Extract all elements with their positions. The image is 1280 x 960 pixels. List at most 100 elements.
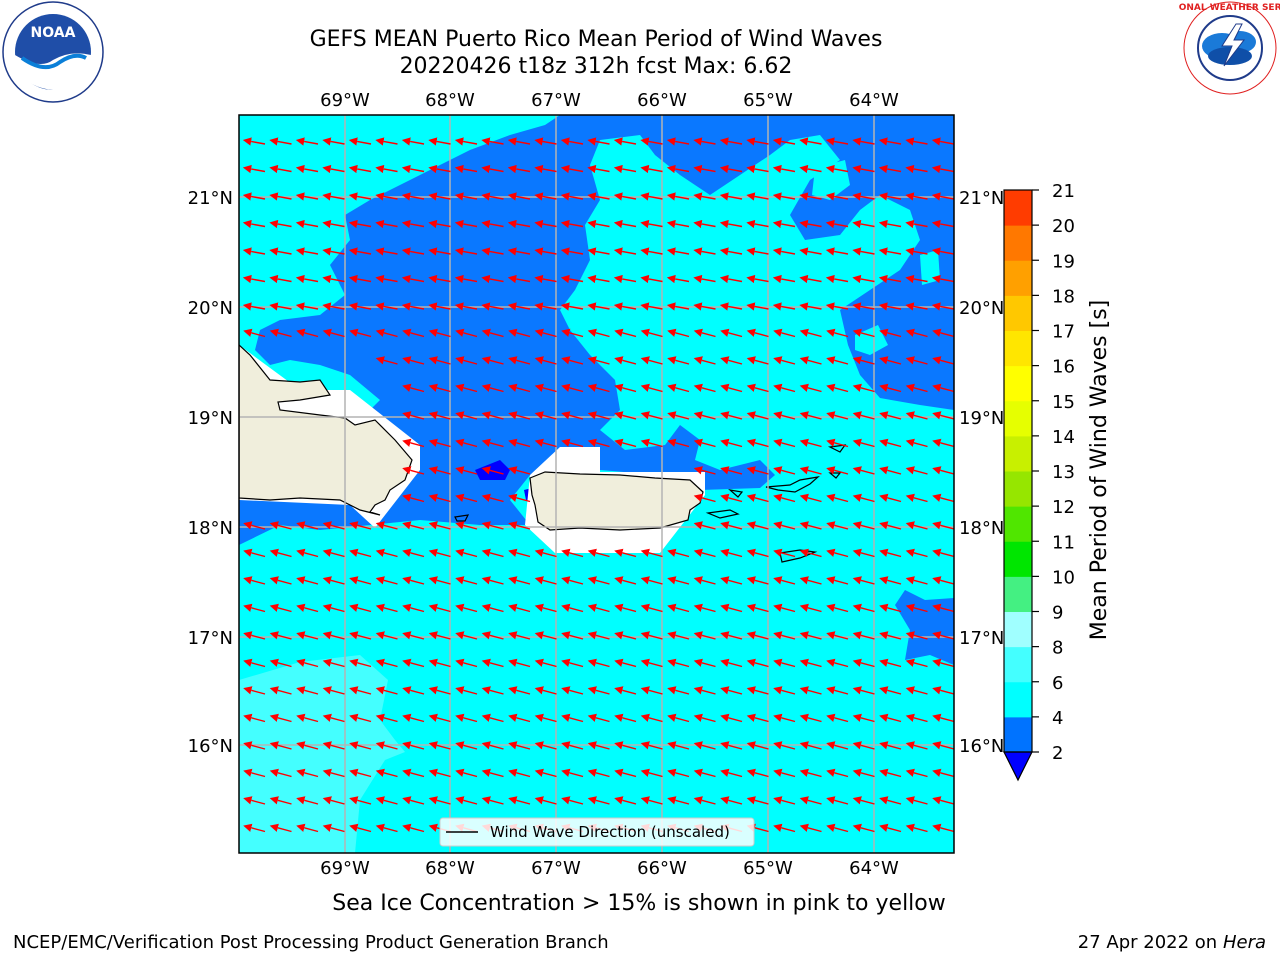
wave-direction-arrow — [693, 192, 716, 201]
wave-direction-arrow — [375, 137, 398, 146]
cyan-patch — [920, 250, 940, 285]
colorbar-segment — [1004, 541, 1032, 577]
wave-direction-arrow — [799, 823, 822, 833]
island-outline — [765, 476, 820, 493]
colorbar-tick-label: 18 — [1052, 286, 1075, 307]
wave-direction-arrow — [746, 164, 769, 174]
wave-direction-arrow — [719, 192, 743, 201]
wave-direction-arrow — [878, 192, 902, 201]
wave-direction-arrow — [799, 686, 822, 695]
wave-direction-arrow — [428, 411, 451, 420]
wave-direction-arrow — [561, 548, 584, 558]
wave-direction-arrow — [348, 302, 372, 311]
footer-date-text: 27 Apr 2022 on — [1077, 932, 1218, 953]
wave-direction-arrow — [852, 328, 875, 338]
wave-direction-arrow — [322, 219, 345, 229]
wave-direction-arrow — [905, 466, 928, 475]
wave-direction-arrow — [640, 411, 663, 420]
wave-direction-arrow — [428, 548, 451, 558]
wave-direction-arrow — [454, 164, 478, 174]
wave-direction-arrow — [295, 219, 319, 229]
wave-direction-arrow — [693, 219, 716, 229]
wave-direction-arrow — [852, 713, 875, 723]
wave-direction-arrow — [428, 247, 451, 256]
wave-direction-arrow — [455, 411, 478, 420]
wave-direction-arrow — [561, 741, 584, 750]
wave-direction-arrow — [534, 576, 557, 585]
wave-direction-arrow — [375, 741, 398, 750]
lon-label-top: 68°W — [425, 90, 475, 111]
wave-direction-arrow — [905, 713, 928, 723]
wave-direction-arrow — [587, 631, 610, 640]
wave-direction-arrow — [269, 164, 292, 174]
wave-direction-arrow — [773, 631, 796, 640]
wave-direction-arrow — [746, 411, 769, 420]
wave-direction-arrow — [508, 521, 531, 530]
wave-direction-arrow — [560, 192, 584, 201]
wave-direction-arrow — [666, 274, 690, 284]
wave-direction-arrow — [746, 768, 769, 778]
wave-direction-arrow — [348, 219, 372, 229]
wave-direction-arrow — [322, 302, 345, 311]
wave-direction-arrow — [534, 383, 557, 393]
wave-direction-arrow — [879, 356, 902, 365]
noaa-logo: NOAA — [2, 1, 104, 103]
wave-direction-arrow — [508, 631, 531, 640]
wave-direction-arrow — [932, 741, 954, 750]
wave-direction-arrow — [402, 686, 425, 695]
wave-direction-arrow — [507, 219, 531, 229]
wave-direction-arrow — [905, 576, 928, 585]
wave-direction-arrow — [322, 796, 345, 805]
colorbar-tick-label: 19 — [1052, 251, 1075, 272]
wave-direction-arrow — [825, 219, 849, 229]
wave-direction-arrow — [455, 521, 478, 530]
wave-direction-arrow — [614, 631, 637, 640]
wave-direction-arrow — [455, 328, 478, 338]
wave-direction-arrow — [269, 219, 292, 229]
wave-direction-arrow — [719, 219, 743, 229]
wave-direction-arrow — [242, 192, 266, 201]
wave-direction-arrow — [613, 137, 637, 146]
wave-direction-arrow — [693, 466, 716, 475]
wave-direction-arrow — [905, 302, 928, 311]
wave-direction-arrow — [931, 219, 954, 229]
wave-direction-arrow — [560, 247, 584, 256]
wave-direction-arrow — [852, 164, 875, 174]
wave-direction-arrow — [322, 658, 345, 668]
wave-direction-arrow — [508, 713, 531, 723]
wave-direction-arrow — [454, 302, 478, 311]
wave-direction-arrow — [746, 219, 769, 229]
wave-direction-arrow — [269, 631, 292, 640]
lon-label-bottom: 68°W — [425, 858, 475, 879]
wave-direction-arrow — [825, 164, 849, 174]
wave-direction-arrow — [243, 328, 266, 338]
wave-direction-arrow — [508, 768, 531, 778]
wave-direction-arrow — [455, 796, 478, 805]
wave-direction-arrow — [507, 164, 531, 174]
lat-label-right: 18°N — [959, 518, 1004, 539]
footer-credit: NCEP/EMC/Verification Post Processing Pr… — [13, 932, 609, 953]
wave-direction-arrow — [296, 658, 319, 668]
wave-direction-arrow — [693, 576, 716, 585]
wave-direction-arrow — [931, 302, 954, 311]
wave-direction-arrow — [296, 548, 319, 558]
wave-direction-arrow — [773, 823, 796, 833]
wave-direction-arrow — [720, 521, 743, 530]
wave-direction-arrow — [455, 768, 478, 778]
colorbar-tick-label: 21 — [1052, 181, 1075, 202]
wave-direction-arrow — [773, 328, 796, 338]
wave-direction-arrow — [428, 137, 451, 146]
colorbar-segment — [1004, 576, 1032, 612]
wave-direction-arrow — [852, 768, 875, 778]
wave-direction-arrow — [773, 438, 796, 448]
wave-direction-arrow — [614, 383, 637, 393]
wave-direction-arrow — [746, 274, 769, 284]
wave-direction-arrow — [878, 274, 902, 284]
wave-direction-arrow — [534, 658, 557, 668]
wave-direction-arrow — [799, 192, 822, 201]
lon-label-bottom: 67°W — [531, 858, 581, 879]
wave-direction-arrow — [852, 741, 875, 750]
wave-direction-arrow — [826, 823, 849, 833]
wave-direction-arrow — [561, 603, 584, 613]
wave-direction-arrow — [428, 631, 451, 640]
